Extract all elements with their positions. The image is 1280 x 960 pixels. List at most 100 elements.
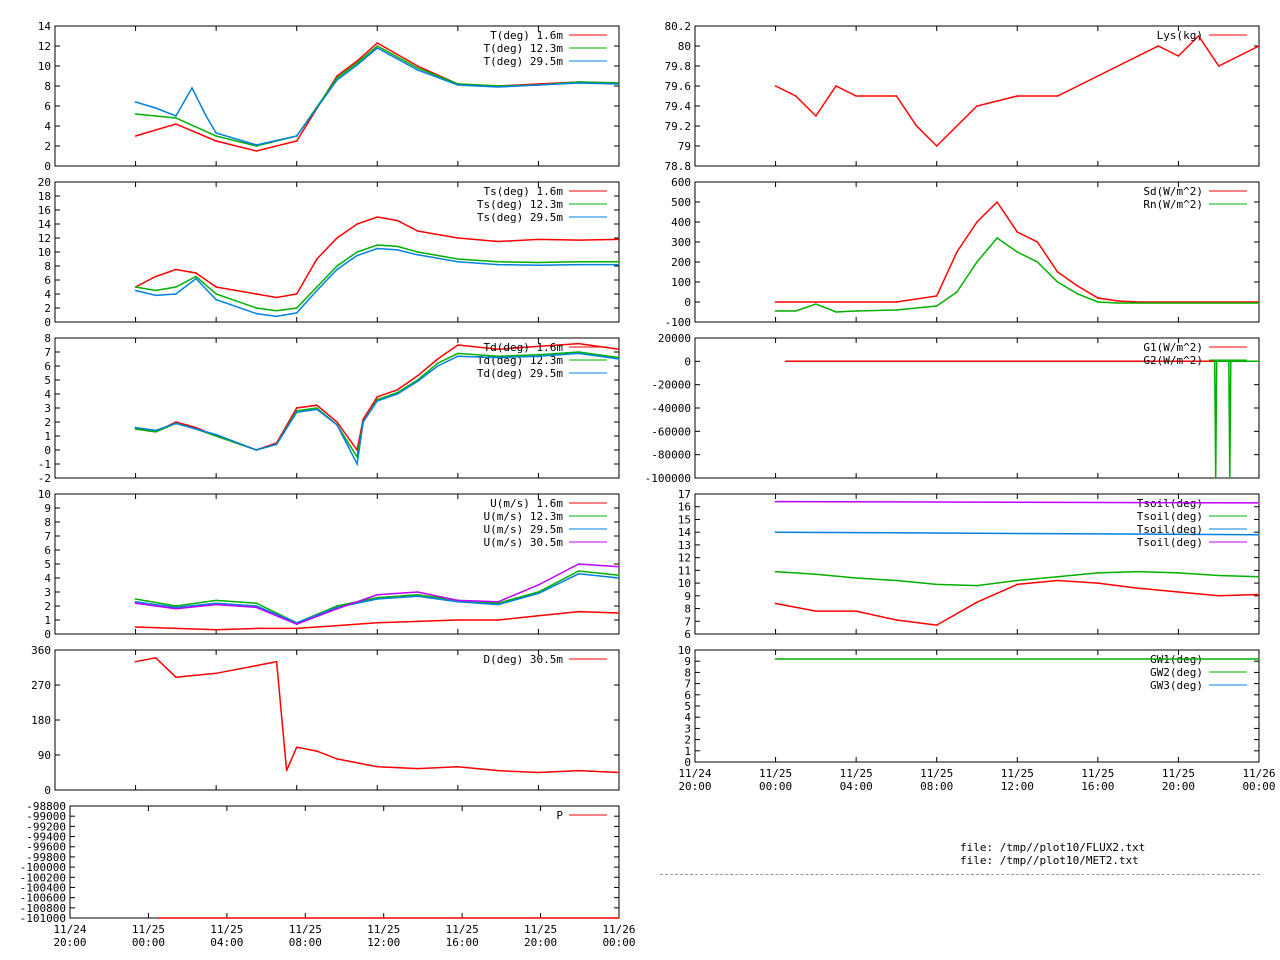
data-point xyxy=(376,47,379,49)
chart-gw: 012345678910GW1(deg)GW2(deg)GW3(deg)11/2… xyxy=(678,644,1276,793)
series-line xyxy=(775,531,1260,536)
data-point xyxy=(618,577,620,579)
data-point xyxy=(336,77,338,79)
data-point xyxy=(976,105,978,107)
data-point xyxy=(537,238,540,241)
data-point xyxy=(191,87,193,89)
legend-label: T(deg) 1.6m xyxy=(490,29,563,42)
y-tick-label: -60000 xyxy=(651,425,691,438)
y-tick-label: 20000 xyxy=(658,332,691,345)
y-tick-label: 4 xyxy=(44,120,51,133)
y-tick-label: 10 xyxy=(38,246,51,259)
y-tick-label: 5 xyxy=(44,558,51,571)
y-tick-label: 80.2 xyxy=(665,20,692,33)
data-point xyxy=(537,354,540,356)
y-tick-label: 0 xyxy=(44,628,51,641)
data-point xyxy=(205,115,207,117)
y-tick-label: 14 xyxy=(38,218,52,231)
y-tick-label: 360 xyxy=(31,644,51,657)
data-point xyxy=(396,245,399,248)
y-tick-label: 0 xyxy=(44,444,51,457)
data-point xyxy=(497,603,499,606)
data-point xyxy=(855,310,857,312)
data-point xyxy=(774,301,777,303)
chart-g: -100000 -80000 -60000 -40000 -20000 0 20000 G1(… xyxy=(645,332,1260,485)
legend-label: Td(deg) 29.5m xyxy=(477,367,563,380)
y-tick-label: 20 xyxy=(38,176,51,189)
data-point xyxy=(1215,360,1218,363)
x-tick-label: 20:00 xyxy=(53,936,86,949)
data-point xyxy=(497,356,499,359)
data-point xyxy=(362,421,364,423)
data-point xyxy=(996,237,998,239)
data-point xyxy=(215,135,217,137)
data-point xyxy=(295,627,298,630)
y-tick-label: 9 xyxy=(684,655,691,668)
y-tick-label: 12 xyxy=(678,552,691,565)
data-point xyxy=(1258,502,1260,504)
legend-label: Ts(deg) 29.5m xyxy=(477,211,563,224)
data-point xyxy=(195,428,197,430)
data-point xyxy=(255,144,258,146)
data-point xyxy=(537,592,540,595)
data-point xyxy=(935,305,938,307)
data-point xyxy=(175,605,177,607)
y-tick-label: 15 xyxy=(678,513,691,526)
y-tick-label: 6 xyxy=(684,628,691,641)
y-tick-label: 17 xyxy=(678,488,691,501)
data-point xyxy=(1217,595,1220,597)
data-point xyxy=(436,362,439,365)
x-tick-label: 00:00 xyxy=(759,780,792,793)
data-point xyxy=(855,95,857,97)
data-point xyxy=(416,67,419,69)
x-tick-label: 11/25 xyxy=(920,767,953,780)
series-line xyxy=(775,236,1259,313)
data-point xyxy=(316,407,318,409)
data-point xyxy=(1016,579,1019,582)
data-point xyxy=(1258,533,1260,536)
y-tick-label: -99600 xyxy=(26,841,66,854)
data-point xyxy=(618,566,620,568)
data-point xyxy=(134,601,137,603)
y-tick-label: -1 xyxy=(38,458,51,471)
data-point xyxy=(396,219,399,222)
x-tick-label: 11/25 xyxy=(840,767,873,780)
data-point xyxy=(157,917,160,919)
data-point xyxy=(537,771,540,774)
data-point xyxy=(1258,593,1260,596)
data-point xyxy=(356,64,358,66)
y-tick-label: -100800 xyxy=(20,902,66,915)
data-point xyxy=(1197,35,1200,37)
data-point xyxy=(195,277,197,280)
y-tick-label: 0 xyxy=(684,296,691,309)
data-point xyxy=(416,591,419,593)
data-point xyxy=(1258,360,1260,363)
y-tick-label: 6 xyxy=(684,689,691,702)
data-point xyxy=(416,594,419,596)
data-point xyxy=(134,426,137,429)
data-point xyxy=(618,574,620,576)
x-tick-label: 04:00 xyxy=(210,936,243,949)
data-point xyxy=(1230,360,1232,363)
data-point xyxy=(618,771,620,774)
data-point xyxy=(956,291,958,293)
data-point xyxy=(215,140,217,142)
y-tick-label: 2 xyxy=(684,734,691,747)
legend-label: Tsoil(deg) xyxy=(1137,536,1203,549)
data-point xyxy=(316,404,318,407)
y-tick-label: 4 xyxy=(44,288,51,301)
data-point xyxy=(376,247,379,250)
data-point xyxy=(175,293,177,295)
y-tick-label: 12 xyxy=(38,40,51,53)
y-tick-label: 10 xyxy=(38,60,51,73)
data-point xyxy=(976,584,978,587)
data-point xyxy=(416,251,419,253)
data-point xyxy=(316,289,318,292)
data-point xyxy=(577,563,580,565)
y-tick-label: -40000 xyxy=(651,402,691,415)
legend-label: U(m/s) 12.3m xyxy=(484,510,564,523)
x-tick-label: 08:00 xyxy=(289,936,322,949)
data-point xyxy=(1177,55,1180,57)
legend-label: Rn(W/m^2) xyxy=(1143,198,1203,211)
data-point xyxy=(175,117,177,119)
